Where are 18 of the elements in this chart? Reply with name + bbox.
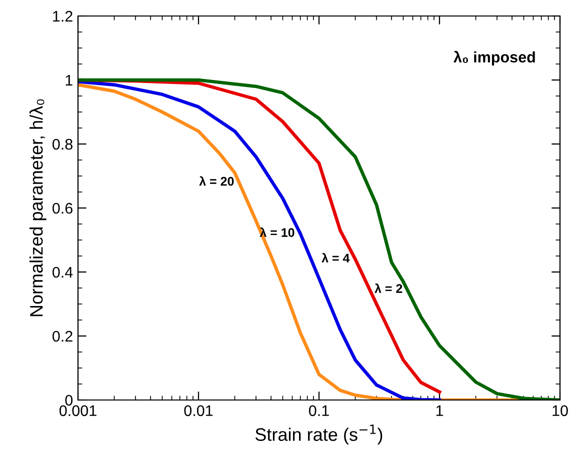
x-tick-label: 10 [552, 405, 568, 416]
annotation: λ₀ imposed [454, 50, 535, 66]
x-tick-label: 0.001 [59, 405, 96, 416]
y-tick-label: 0.2 [52, 330, 72, 342]
x-tick-label: 0.01 [184, 405, 213, 416]
y-tick-label: 0.4 [52, 266, 73, 278]
y-axis-title: Normalized parameter, h/λ₀ [30, 99, 46, 316]
y-tick-label: 0 [65, 394, 73, 406]
annotation: λ = 20 [199, 176, 234, 186]
x-tick-label: 1 [436, 405, 444, 416]
x-axis-title: Strain rate (s$^{−1}$) [255, 424, 382, 445]
y-tick-label: 1.2 [53, 10, 72, 22]
annotation: λ = 2 [374, 283, 402, 293]
y-tick-label: 0.6 [52, 202, 72, 214]
y-tick-label: 1 [66, 75, 72, 86]
annotation: λ = 4 [322, 253, 350, 262]
x-tick-label: 0.1 [308, 405, 329, 416]
y-tick-label: 0.8 [52, 138, 72, 150]
